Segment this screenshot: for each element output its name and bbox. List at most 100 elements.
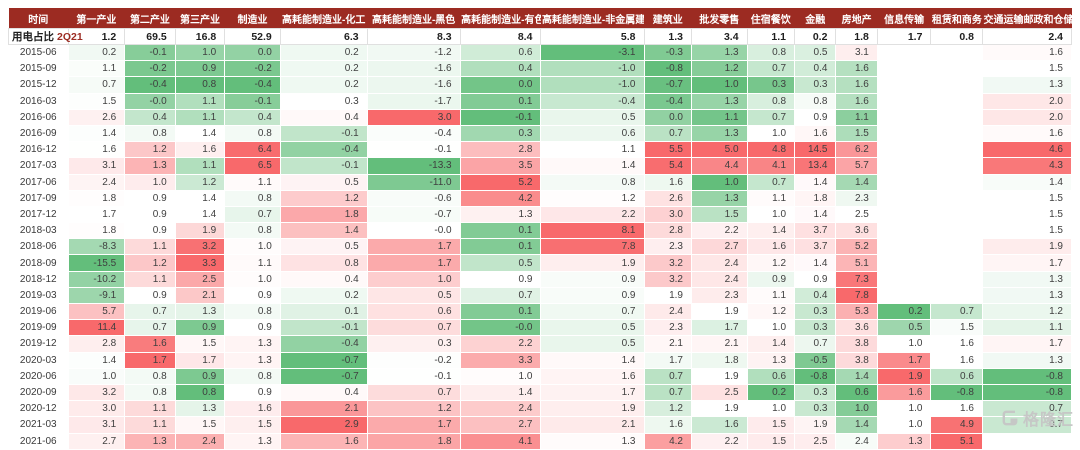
heatmap-cell: -0.4 bbox=[644, 93, 692, 110]
column-header: 信息传输 bbox=[877, 8, 931, 29]
heatmap-cell: 2.7 bbox=[68, 433, 126, 450]
heatmap-cell: 14.5 bbox=[794, 141, 837, 159]
heatmap-cell: 2.1 bbox=[175, 287, 226, 305]
heatmap-cell: 1.7 bbox=[982, 335, 1073, 353]
heatmap-cell: 0.1 bbox=[460, 222, 542, 240]
heatmap-cell bbox=[877, 287, 932, 305]
heatmap-cell: 1.5 bbox=[982, 206, 1073, 224]
heatmap-cell: 0.5 bbox=[540, 319, 645, 337]
heatmap-cell: 0.4 bbox=[460, 60, 542, 78]
heatmap-cell bbox=[930, 206, 983, 224]
heatmap-cell: 1.2 bbox=[124, 141, 176, 159]
heatmap-cell: 1.0 bbox=[877, 400, 932, 418]
heatmap-cell bbox=[877, 238, 932, 256]
row-label: 2021-03 bbox=[8, 416, 69, 434]
table-row: 2016-06 2.6 0.4 1.1 0.4 0.4 3.0 -0.1 0.5 0.0 1.1 0.… bbox=[8, 109, 1073, 126]
heatmap-cell: 4.9 bbox=[930, 416, 983, 434]
heatmap-cell: 0.4 bbox=[280, 109, 368, 126]
heatmap-cell: 2.5 bbox=[794, 433, 837, 450]
heatmap-cell: 1.6 bbox=[982, 44, 1073, 62]
heatmap-cell bbox=[877, 174, 932, 191]
heatmap-cell: 2.2 bbox=[540, 206, 645, 224]
heatmap-cell: 8.1 bbox=[540, 222, 645, 240]
usage-share-value: 1.8 bbox=[835, 28, 878, 45]
heatmap-cell: 0.9 bbox=[794, 109, 837, 126]
heatmap-cell: 1.4 bbox=[68, 125, 126, 143]
heatmap-cell: 1.1 bbox=[224, 254, 281, 272]
heatmap-cell: 1.3 bbox=[691, 190, 748, 207]
heatmap-cell: 1.2 bbox=[175, 174, 226, 191]
usage-share-value: 16.8 bbox=[174, 28, 226, 45]
heatmap-cell: 1.4 bbox=[175, 125, 226, 143]
heatmap-cell: -0.0 bbox=[367, 222, 461, 240]
heatmap-cell: 1.1 bbox=[982, 319, 1073, 337]
heatmap-cell: 1.7 bbox=[691, 319, 748, 337]
heatmap-cell: 0.7 bbox=[367, 319, 461, 337]
heatmap-cell: 5.1 bbox=[930, 433, 983, 450]
heatmap-cell bbox=[930, 109, 983, 126]
heatmap-cell: 0.7 bbox=[68, 76, 126, 94]
table-row: 2019-12 2.8 1.6 1.5 1.3 -0.4 0.3 2.2 0.5 2.1 2.1 1.… bbox=[8, 335, 1073, 353]
table-row: 2018-12 -10.2 1.1 2.5 1.0 0.4 1.0 0.9 0.9 3.2 2.4 0… bbox=[8, 271, 1073, 288]
row-label: 2019-03 bbox=[8, 287, 69, 305]
heatmap-cell: 0.7 bbox=[460, 287, 542, 305]
heatmap-cell: 1.9 bbox=[691, 400, 748, 418]
heatmap-cell: 3.2 bbox=[68, 384, 126, 402]
heatmap-cell: 1.5 bbox=[224, 416, 281, 434]
heatmap-cell: 5.2 bbox=[835, 238, 878, 256]
heatmap-cell: 1.1 bbox=[691, 109, 748, 126]
heatmap-cell: 1.1 bbox=[747, 190, 796, 207]
heatmap-cell: 0.1 bbox=[460, 303, 542, 321]
usage-share-value: 8.3 bbox=[366, 28, 461, 45]
heatmap-cell bbox=[877, 157, 932, 175]
heatmap-cell: 4.2 bbox=[644, 433, 692, 450]
heatmap-cell: -0.8 bbox=[982, 384, 1073, 402]
heatmap-cell: 2.3 bbox=[644, 238, 692, 256]
usage-share-value: 0.2 bbox=[794, 28, 837, 45]
heatmap-cell bbox=[877, 76, 932, 94]
heatmap-cell: 1.4 bbox=[540, 352, 645, 369]
heatmap-cell: 0.3 bbox=[794, 319, 837, 337]
heatmap-cell: -0.7 bbox=[280, 352, 368, 369]
heatmap-cell: 1.6 bbox=[835, 76, 878, 94]
heatmap-cell: 2.6 bbox=[68, 109, 126, 126]
table-row: 2020-03 1.4 1.7 1.7 1.3 -0.7 -0.2 3.3 1.4 1.7 1.8 1… bbox=[8, 352, 1073, 369]
heatmap-cell: 1.1 bbox=[175, 157, 226, 175]
heatmap-cell: 1.4 bbox=[835, 416, 878, 434]
heatmap-cell bbox=[877, 93, 932, 110]
heatmap-cell: 1.7 bbox=[367, 416, 461, 434]
heatmap-cell: 7.8 bbox=[540, 238, 645, 256]
heatmap-cell: 1.8 bbox=[794, 190, 837, 207]
heatmap-cell: 3.0 bbox=[644, 206, 692, 224]
heatmap-cell bbox=[930, 125, 983, 143]
usage-share-value: 3.4 bbox=[690, 28, 748, 45]
table-row: 2017-06 2.4 1.0 1.2 1.1 0.5 -11.0 5.2 0.8 1.6 1.0 0… bbox=[8, 174, 1073, 191]
heatmap-cell: -0.7 bbox=[280, 368, 368, 385]
heatmap-cell bbox=[930, 93, 983, 110]
column-header: 交通运输邮政和仓储 bbox=[982, 8, 1072, 29]
heatmap-cell: 2.4 bbox=[691, 254, 748, 272]
heatmap-cell: 0.4 bbox=[124, 109, 176, 126]
heatmap-cell: -0.8 bbox=[982, 368, 1073, 385]
heatmap-cell: 1.4 bbox=[982, 174, 1073, 191]
heatmap-cell: 0.8 bbox=[124, 384, 176, 402]
heatmap-cell: 1.6 bbox=[540, 368, 645, 385]
table-row: 2019-03 -9.1 0.9 2.1 0.9 0.2 0.5 0.7 0.9 1.9 2.3 1.… bbox=[8, 287, 1073, 305]
heatmap-cell: 1.7 bbox=[367, 254, 461, 272]
heatmap-cell: -1.6 bbox=[367, 76, 461, 94]
table-row: 2018-06 -8.3 1.1 3.2 1.0 0.5 1.7 0.1 7.8 2.3 2.7 1.… bbox=[8, 238, 1073, 256]
heatmap-cell: 1.7 bbox=[877, 352, 932, 369]
column-header: 高耗能制造业-有色 bbox=[460, 8, 541, 29]
row-label: 2017-09 bbox=[8, 190, 69, 207]
table-row: 2016-12 1.6 1.2 1.6 6.4 -0.4 -0.1 2.8 1.1 5.5 5.0 4… bbox=[8, 141, 1073, 159]
heatmap-cell: 1.3 bbox=[224, 433, 281, 450]
heatmap-cell: 0.9 bbox=[175, 319, 226, 337]
heatmap-cell: 0.8 bbox=[175, 76, 226, 94]
heatmap-cell: 2.4 bbox=[691, 271, 748, 288]
heatmap-cell: 1.9 bbox=[691, 368, 748, 385]
row-label: 2016-09 bbox=[8, 125, 69, 143]
table-row: 2017-03 3.1 1.3 1.1 6.5 -0.1 -13.3 3.5 1.4 5.4 4.4… bbox=[8, 157, 1073, 175]
heatmap-cell: 2.4 bbox=[175, 433, 226, 450]
heatmap-cell: -11.0 bbox=[367, 174, 461, 191]
heatmap-cell: 1.3 bbox=[175, 400, 226, 418]
